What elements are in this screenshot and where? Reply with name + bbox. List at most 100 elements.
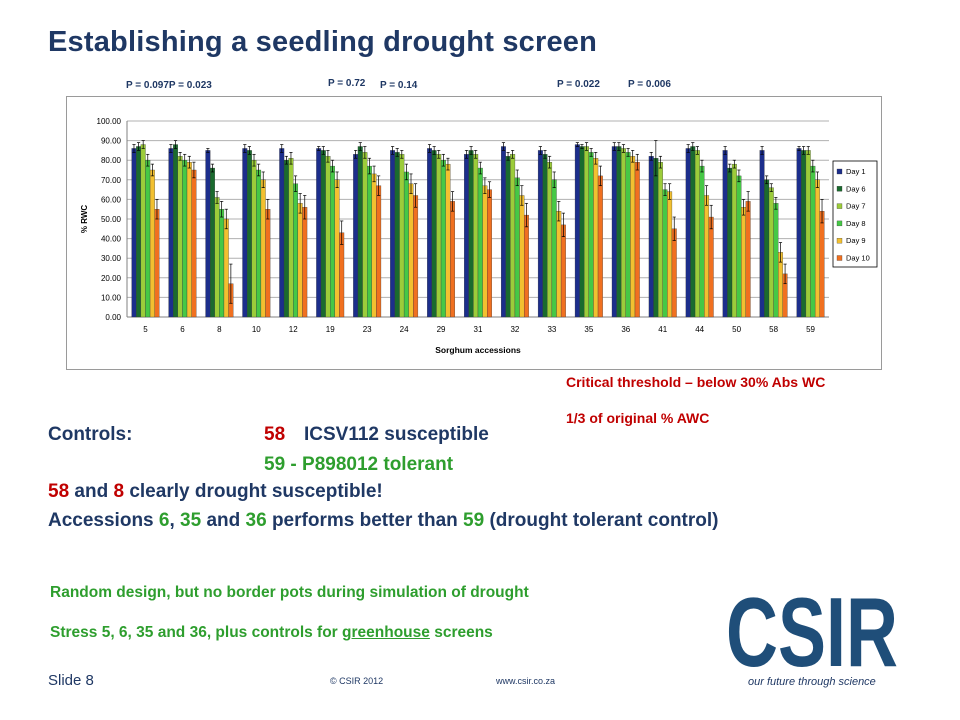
x-tick-label-24: 24 bbox=[400, 325, 409, 334]
controls-line-2: 59 - P898012 tolerant bbox=[264, 454, 453, 476]
y-tick-label: 0.00 bbox=[105, 313, 121, 322]
bar-day-9-acc-31 bbox=[483, 186, 488, 317]
legend-swatch bbox=[837, 221, 842, 226]
bar-day-1-acc-6 bbox=[169, 148, 174, 317]
bar-day-10-acc-24 bbox=[413, 195, 418, 317]
stress-note: Stress 5, 6, 35 and 36, plus controls fo… bbox=[50, 624, 493, 642]
website-link[interactable]: www.csir.co.za bbox=[496, 676, 555, 686]
y-tick-label: 70.00 bbox=[101, 176, 122, 185]
bar-day-6-acc-58 bbox=[764, 180, 769, 317]
chart-legend bbox=[833, 161, 877, 267]
bar-day-7-acc-8 bbox=[215, 197, 220, 317]
bar-day-8-acc-19 bbox=[330, 166, 335, 317]
x-tick-label-35: 35 bbox=[584, 325, 593, 334]
legend-label: Day 1 bbox=[846, 167, 866, 176]
text-fragment: Stress 5, 6, 35 and 36, plus controls fo… bbox=[50, 624, 342, 641]
bar-day-8-acc-12 bbox=[293, 184, 298, 317]
bar-day-6-acc-10 bbox=[247, 150, 252, 317]
bar-day-8-acc-5 bbox=[145, 160, 150, 317]
bar-day-10-acc-29 bbox=[450, 201, 455, 317]
copyright: © CSIR 2012 bbox=[330, 676, 383, 686]
text-fragment: (drought tolerant control) bbox=[484, 510, 718, 531]
bar-day-8-acc-32 bbox=[515, 178, 520, 317]
accession-6-ref: 6 bbox=[159, 510, 170, 531]
greenhouse-link[interactable]: greenhouse bbox=[342, 624, 430, 641]
bar-day-7-acc-59 bbox=[806, 150, 811, 317]
controls-label: Controls: bbox=[48, 424, 132, 445]
bar-day-9-acc-5 bbox=[150, 170, 155, 317]
legend-label: Day 8 bbox=[846, 219, 866, 228]
bar-day-1-acc-19 bbox=[316, 148, 321, 317]
p-value-label: P = 0.097P = 0.023 bbox=[126, 80, 212, 91]
bar-day-9-acc-36 bbox=[630, 156, 635, 317]
performance-line: Accessions 6, 35 and 36 performs better … bbox=[48, 510, 719, 532]
bar-day-10-acc-36 bbox=[635, 162, 640, 317]
bar-day-10-acc-44 bbox=[709, 217, 714, 317]
bar-day-7-acc-35 bbox=[584, 146, 589, 317]
p-value-label: P = 0.72 bbox=[328, 78, 365, 89]
susceptible-line: 58 and 8 clearly drought susceptible! bbox=[48, 481, 383, 503]
bar-day-9-acc-19 bbox=[335, 180, 340, 317]
bar-day-9-acc-10 bbox=[261, 180, 266, 317]
slide-title: Establishing a seedling drought screen bbox=[48, 26, 597, 59]
bar-day-10-acc-5 bbox=[155, 209, 160, 317]
x-tick-label-19: 19 bbox=[326, 325, 335, 334]
bar-day-1-acc-50 bbox=[723, 150, 728, 317]
p-value-label: P = 0.14 bbox=[380, 80, 417, 91]
legend-label: Day 6 bbox=[846, 184, 866, 193]
bar-day-6-acc-32 bbox=[506, 156, 511, 317]
bar-day-8-acc-10 bbox=[256, 170, 261, 317]
bar-day-1-acc-44 bbox=[686, 148, 691, 317]
bar-day-6-acc-33 bbox=[543, 154, 548, 317]
bar-day-6-acc-31 bbox=[469, 150, 474, 317]
legend-swatch bbox=[837, 169, 842, 174]
awc-note: 1/3 of original % AWC bbox=[566, 410, 709, 426]
bar-day-6-acc-12 bbox=[284, 160, 289, 317]
y-axis-title: % RWC bbox=[80, 205, 89, 234]
bar-day-8-acc-59 bbox=[811, 166, 816, 317]
bar-day-7-acc-44 bbox=[695, 150, 700, 317]
bar-day-1-acc-12 bbox=[279, 148, 284, 317]
bar-day-10-acc-41 bbox=[672, 229, 677, 317]
accession-35-ref: 35 bbox=[180, 510, 201, 531]
x-tick-label-5: 5 bbox=[143, 325, 148, 334]
text-fragment: clearly drought susceptible! bbox=[124, 481, 383, 502]
bar-day-9-acc-12 bbox=[298, 203, 303, 317]
y-tick-label: 90.00 bbox=[101, 137, 122, 146]
x-tick-label-6: 6 bbox=[180, 325, 185, 334]
bar-day-10-acc-10 bbox=[266, 209, 271, 317]
bar-day-7-acc-32 bbox=[510, 154, 515, 317]
bar-day-10-acc-33 bbox=[561, 225, 566, 317]
bar-day-1-acc-41 bbox=[649, 156, 654, 317]
y-tick-label: 30.00 bbox=[101, 254, 122, 263]
bar-day-7-acc-36 bbox=[621, 148, 626, 317]
bar-day-8-acc-44 bbox=[700, 166, 705, 317]
bar-day-7-acc-24 bbox=[400, 154, 405, 317]
controls-line-1: Controls: 58 ICSV112 susceptible bbox=[48, 424, 132, 446]
x-tick-label-12: 12 bbox=[289, 325, 298, 334]
y-tick-label: 60.00 bbox=[101, 195, 122, 204]
logo-tagline: our future through science bbox=[748, 676, 876, 688]
bar-day-6-acc-35 bbox=[580, 146, 585, 317]
x-tick-label-23: 23 bbox=[363, 325, 372, 334]
bar-day-1-acc-58 bbox=[760, 150, 765, 317]
x-axis-title: Sorghum accessions bbox=[435, 345, 521, 355]
x-tick-label-33: 33 bbox=[547, 325, 556, 334]
bar-day-10-acc-50 bbox=[746, 201, 751, 317]
accession-58-ref: 58 bbox=[48, 481, 69, 502]
bar-day-1-acc-24 bbox=[390, 150, 395, 317]
bar-day-9-acc-29 bbox=[446, 164, 451, 317]
bar-day-9-acc-35 bbox=[593, 158, 598, 317]
text-fragment: and bbox=[201, 510, 245, 531]
p-value-label: P = 0.006 bbox=[628, 79, 671, 90]
x-tick-label-32: 32 bbox=[510, 325, 519, 334]
y-tick-label: 100.00 bbox=[97, 117, 122, 126]
bar-day-1-acc-59 bbox=[797, 148, 802, 317]
bar-day-1-acc-31 bbox=[464, 154, 469, 317]
legend-swatch bbox=[837, 204, 842, 209]
bar-day-6-acc-44 bbox=[690, 146, 695, 317]
bar-day-1-acc-10 bbox=[243, 148, 248, 317]
bar-day-9-acc-44 bbox=[704, 195, 709, 317]
bar-day-9-acc-50 bbox=[741, 207, 746, 317]
bar-day-10-acc-32 bbox=[524, 215, 529, 317]
